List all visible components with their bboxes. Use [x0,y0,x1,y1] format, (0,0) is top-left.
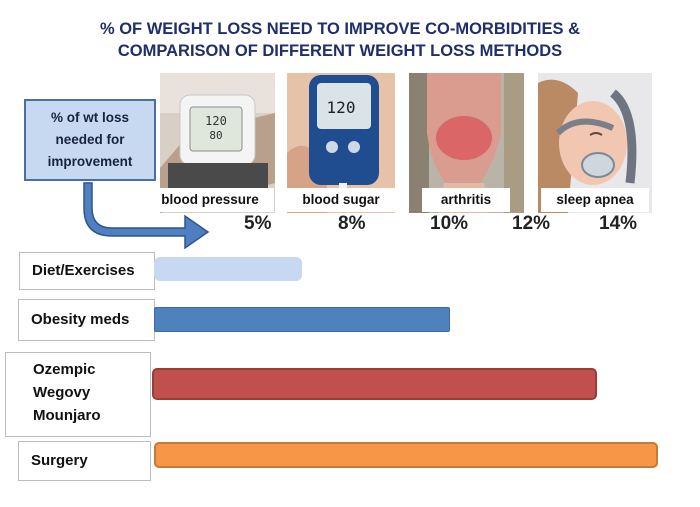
pct-label-blood-pressure: 5% [244,213,272,234]
method-label-glp1: Ozempic Wegovy Mounjaro [5,352,151,437]
pct-label-arthritis: 10% [430,213,469,234]
callout-line-3: improvement [47,154,133,169]
method-label-text: Ozempic [33,361,96,378]
method-label-surgery: Surgery [18,441,151,481]
blood-pressure-monitor-icon: 120 80 [160,73,275,213]
title-line-2: COMPARISON OF DIFFERENT WEIGHT LOSS METH… [117,42,563,60]
bar-surgery [154,442,658,468]
pct-label-sleep-apnea: 14% [599,213,638,234]
callout-line-2: needed for [55,132,125,147]
chart-title: % OF WEIGHT LOSS NEED TO IMPROVE CO-MORB… [40,18,640,62]
svg-text:120: 120 [205,114,227,128]
method-label-diet: Diet/Exercises [19,252,155,290]
title-line-1: % OF WEIGHT LOSS NEED TO IMPROVE CO-MORB… [99,20,581,38]
swollen-knee-icon [409,73,524,213]
comorbidity-label-arthritis: arthritis [422,188,510,212]
method-label-text: Diet/Exercises [32,262,135,279]
pct-label-12: 12% [512,213,551,234]
comorbidity-label-blood-pressure: blood pressure [146,188,274,212]
method-label-text: Mounjaro [33,407,101,424]
method-label-text: Surgery [31,452,88,469]
comorbidity-label-blood-sugar: blood sugar [287,188,395,212]
callout-line-1: % of wt loss [50,110,129,125]
bar-obesity-meds [154,307,450,332]
method-label-obesity-meds: Obesity meds [18,299,155,341]
svg-text:80: 80 [209,129,222,142]
bar-ozempic-wegovy-mounjaro [152,368,597,400]
comorbidity-label-sleep-apnea: sleep apnea [541,188,649,212]
method-label-text: Obesity meds [31,311,130,328]
improvement-callout: % of wt loss needed for improvement [24,99,156,181]
method-label-text: Wegovy [33,384,91,401]
bar-diet-exercises [154,257,302,281]
svg-text:120: 120 [327,98,356,117]
pct-label-blood-sugar: 8% [338,213,366,234]
